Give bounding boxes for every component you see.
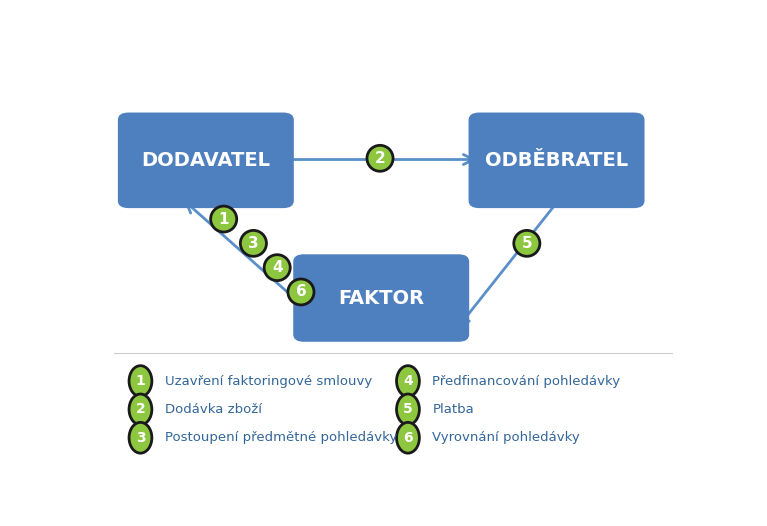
Text: Dodávka zboží: Dodávka zboží bbox=[165, 403, 262, 416]
Text: 4: 4 bbox=[403, 374, 413, 388]
Text: 6: 6 bbox=[295, 285, 306, 299]
FancyBboxPatch shape bbox=[469, 113, 644, 208]
Ellipse shape bbox=[264, 255, 290, 280]
Text: Vyrovnání pohledávky: Vyrovnání pohledávky bbox=[433, 431, 580, 444]
Ellipse shape bbox=[367, 145, 393, 171]
Ellipse shape bbox=[397, 422, 420, 453]
Ellipse shape bbox=[240, 230, 266, 256]
Text: 1: 1 bbox=[136, 374, 145, 388]
Text: ODBĚBRATEL: ODBĚBRATEL bbox=[485, 151, 628, 170]
Text: 5: 5 bbox=[403, 402, 413, 417]
Text: Předfinancování pohledávky: Předfinancování pohledávky bbox=[433, 375, 621, 388]
Ellipse shape bbox=[288, 279, 314, 305]
Ellipse shape bbox=[129, 366, 152, 397]
Ellipse shape bbox=[514, 230, 540, 256]
Text: 3: 3 bbox=[248, 236, 258, 251]
FancyBboxPatch shape bbox=[293, 254, 469, 342]
FancyBboxPatch shape bbox=[118, 113, 294, 208]
Ellipse shape bbox=[211, 206, 237, 232]
Ellipse shape bbox=[397, 394, 420, 425]
Text: 1: 1 bbox=[219, 211, 229, 227]
Ellipse shape bbox=[129, 422, 152, 453]
Text: DODAVATEL: DODAVATEL bbox=[141, 151, 270, 170]
Text: 6: 6 bbox=[403, 431, 413, 445]
Text: 2: 2 bbox=[374, 151, 385, 166]
Ellipse shape bbox=[397, 366, 420, 397]
Text: Platba: Platba bbox=[433, 403, 474, 416]
Text: 5: 5 bbox=[522, 236, 532, 251]
Text: Postoupení předmětné pohledávky: Postoupení předmětné pohledávky bbox=[165, 431, 397, 444]
Ellipse shape bbox=[129, 394, 152, 425]
Text: 3: 3 bbox=[136, 431, 145, 445]
Text: Uzavření faktoringové smlouvy: Uzavření faktoringové smlouvy bbox=[165, 375, 372, 388]
Text: 4: 4 bbox=[272, 260, 282, 275]
Text: FAKTOR: FAKTOR bbox=[338, 289, 424, 308]
Text: 2: 2 bbox=[136, 402, 145, 417]
